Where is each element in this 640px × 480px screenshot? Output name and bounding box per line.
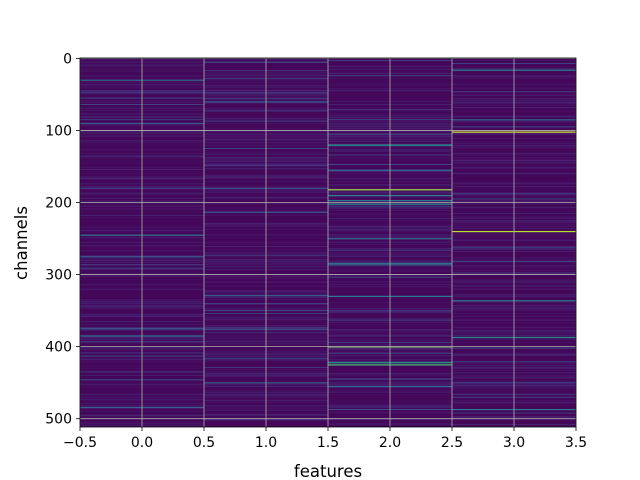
y-tick-label: 100 (45, 123, 72, 139)
y-axis: 0 100 200 300 400 500 (45, 51, 80, 428)
y-tick-label: 0 (63, 51, 72, 67)
grid-lines (80, 58, 576, 427)
x-tick-label: 2.0 (379, 435, 401, 451)
x-tick-label: 3.5 (565, 435, 587, 451)
x-tick-label: 0.5 (193, 435, 215, 451)
x-tick-label: 2.5 (441, 435, 463, 451)
x-tick-label: 3.0 (503, 435, 525, 451)
y-axis-label: channels (12, 206, 31, 280)
x-tick-label: 1.0 (255, 435, 277, 451)
y-tick-label: 400 (45, 340, 72, 356)
y-tick-label: 300 (45, 268, 72, 284)
y-tick-label: 500 (45, 412, 72, 428)
plot-area (80, 58, 576, 427)
y-tick-label: 200 (45, 196, 72, 212)
x-tick-label: −0.5 (63, 435, 97, 451)
x-axis: −0.5 0.0 0.5 1.0 1.5 2.0 2.5 3.0 3.5 (63, 427, 587, 451)
x-axis-label: features (294, 462, 362, 480)
x-tick-label: 1.5 (317, 435, 339, 451)
x-tick-label: 0.0 (131, 435, 153, 451)
